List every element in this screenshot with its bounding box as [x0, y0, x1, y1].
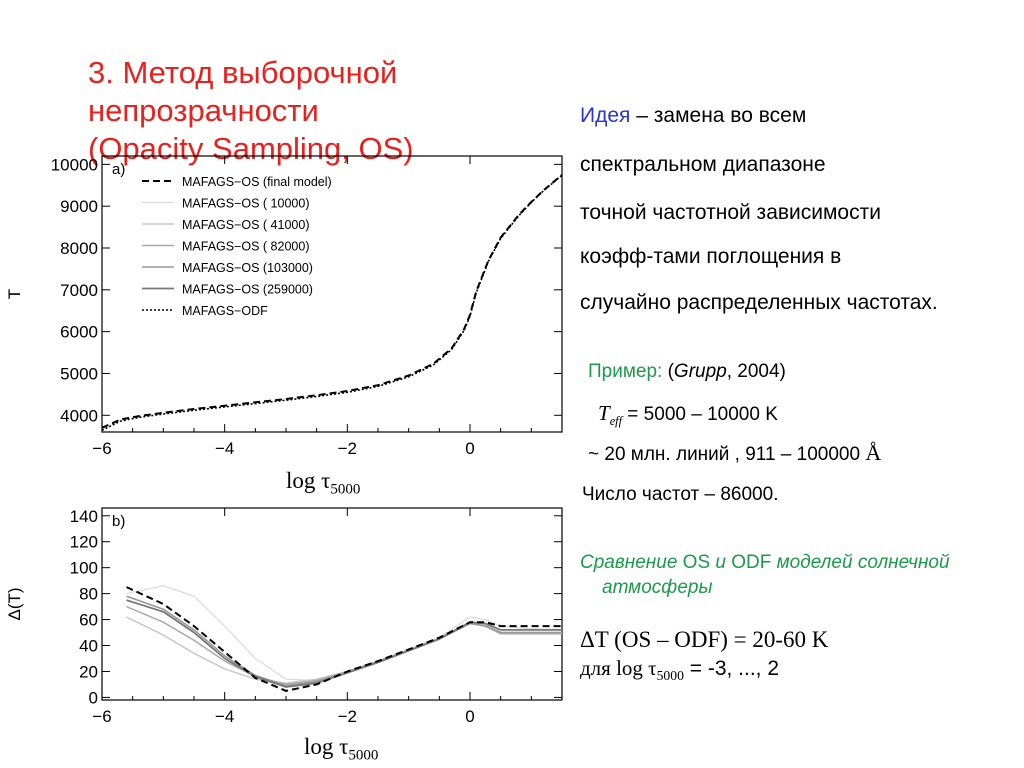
plot-a-ylabel: T — [6, 289, 24, 299]
plot-b-panel-label: b) — [112, 513, 125, 530]
plot-a-legend-entry: MAFAGS−ODF — [182, 304, 268, 318]
plot-a-xtick-label: −2 — [338, 439, 357, 458]
plot-a-legend-entry: MAFAGS−OS ( 82000) — [182, 240, 309, 254]
temperature-plot-svg: −6 −4 −2 0 4000 5000 6000 7000 8000 9000 10000 Ta) M… — [6, 155, 563, 458]
plot-b-ytick-label: 100 — [70, 559, 98, 578]
plot-a-legend-entry: MAFAGS−OS (final model) — [182, 175, 332, 189]
plot-a-legend-entry: MAFAGS−OS (259000) — [182, 283, 313, 297]
plot-a-ytick-label: 9000 — [60, 197, 98, 216]
plot-a-legend-entry: MAFAGS−OS ( 41000) — [182, 218, 309, 232]
plot-b-ylabel: Δ(T) — [6, 587, 24, 620]
plot-a-ytick-label: 7000 — [60, 281, 98, 300]
example-author: Grupp — [673, 361, 727, 382]
slide-title: 3. Метод выборочной непрозрачности (Opac… — [88, 54, 608, 168]
angstrom-symbol: Å — [865, 440, 882, 465]
plot-a-xtick-label: −6 — [92, 439, 111, 458]
idea-rest-1: замена во всем — [653, 104, 807, 127]
plot-a-xtick-label: −4 — [215, 439, 234, 458]
idea-line-4: коэфф-тами поглощения в — [580, 245, 842, 268]
result-line-2: для log τ5000 = -3, ..., 2 — [580, 654, 1010, 690]
plot-b-ytick-label: 140 — [70, 507, 98, 526]
plot-b-xtick-label: −2 — [338, 707, 357, 726]
plot-a-xtick-label: 0 — [465, 439, 474, 458]
frequency-count: Число частот – 86000. — [582, 484, 779, 505]
teff-subscript: eff — [609, 413, 623, 428]
plot-b-ytick-label: 60 — [79, 611, 98, 630]
plot-b-xtick-label: −4 — [215, 707, 234, 726]
plot-b-ytick-label: 80 — [79, 585, 98, 604]
plot-b-ytick-label: 40 — [79, 637, 98, 656]
plot-a-ytick-label: 10000 — [51, 155, 98, 174]
result-sub: 5000 — [656, 668, 684, 684]
slide-title-line-1: 3. Метод выборочной непрозрачности — [88, 55, 398, 128]
result-line-1: ΔT (OS – ODF) = 20-60 K — [580, 627, 829, 652]
idea-label: Идея — [580, 104, 631, 127]
plot-a-ytick-label: 5000 — [60, 364, 98, 383]
slide-title-line-2: (Opacity Sampling, OS) — [88, 131, 414, 166]
plot-a-legend-entry: MAFAGS−OS ( 10000) — [182, 197, 309, 211]
example-open: ( — [662, 361, 674, 382]
idea-line-1: Идея – замена во всем — [580, 102, 1010, 130]
plot-b-x-caption: log τ5000 — [304, 734, 378, 765]
plot-b-ytick-label: 20 — [79, 662, 98, 681]
plot-b-frame — [101, 507, 563, 701]
plot-b-series-line — [126, 599, 562, 688]
plot-a-legend-entry: MAFAGS−OS (103000) — [182, 261, 313, 275]
plot-a-frame — [101, 155, 563, 433]
delta-t-plot: −6 −4 −2 0 0 20 40 60 80 100 120 140 Δ(T) b) — [6, 500, 568, 736]
delta-t-plot-svg: −6 −4 −2 0 0 20 40 60 80 100 120 140 Δ(T) b) — [6, 507, 563, 726]
plot-a-x-caption-text: log τ — [286, 468, 331, 493]
teff-value: = 5000 – 10000 K — [622, 404, 778, 425]
lines-count-text: ~ 20 млн. линий , 911 – 100000 — [588, 444, 866, 465]
plot-b-series-line — [126, 586, 562, 692]
plot-a-x-caption-sub: 5000 — [330, 481, 361, 498]
comparison-t2: OS — [677, 552, 716, 573]
comparison-t1: Сравнение — [580, 552, 678, 573]
plot-a-x-caption: log τ5000 — [286, 468, 360, 499]
idea-line-2: спектральном диапазоне — [580, 153, 826, 176]
teff-line: Teff = 5000 – 10000 K — [598, 399, 1024, 435]
plot-a-ytick-label: 8000 — [60, 239, 98, 258]
plot-b-xtick-label: 0 — [465, 707, 474, 726]
result-for: для log τ — [580, 656, 657, 680]
idea-line-3: точной частотной зависимости — [580, 201, 881, 224]
plot-b-ytick-label: 0 — [89, 688, 98, 707]
plot-a-ytick-label: 6000 — [60, 323, 98, 342]
result-range: = -3, ..., 2 — [683, 657, 780, 680]
lines-count: ~ 20 млн. линий , 911 – 100000 Å — [588, 439, 1018, 469]
idea-dash: – — [630, 104, 654, 127]
example-label: Пример: — [588, 361, 663, 382]
comparison-t4: ODF — [725, 552, 777, 573]
example-line: Пример: (Grupp, 2004) — [588, 358, 1018, 386]
plot-a-panel-label: a) — [112, 161, 125, 178]
plot-b-x-caption-text: log τ — [304, 734, 349, 759]
plot-a-series-line — [101, 174, 563, 432]
plot-b-xtick-label: −6 — [92, 707, 111, 726]
idea-line-5: случайно распределенных частотах. — [580, 291, 938, 314]
example-year: , 2004) — [726, 361, 786, 382]
plot-a-series-line — [101, 174, 563, 429]
plot-b-x-caption-sub: 5000 — [348, 747, 379, 764]
plot-a-ytick-label: 4000 — [60, 406, 98, 425]
comparison-t5: моделей солнечной атмосферы — [602, 552, 950, 598]
teff-symbol: T — [598, 401, 610, 425]
plot-b-series-line — [126, 585, 563, 682]
comparison-text: Сравнение OS и ODF моделей солнечной атм… — [580, 550, 1002, 600]
comparison-t3: и — [715, 552, 726, 573]
plot-b-ytick-label: 120 — [70, 533, 98, 552]
